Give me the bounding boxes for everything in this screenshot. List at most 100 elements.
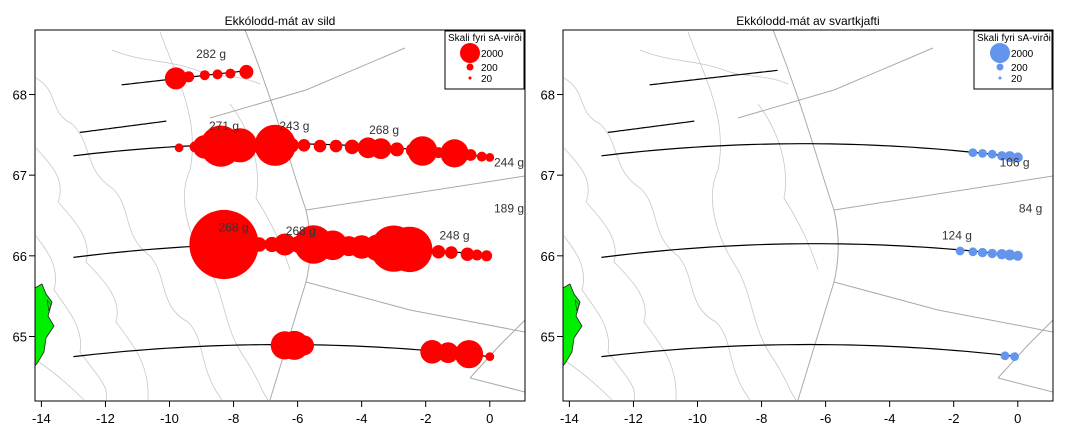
weight-label: 271 g xyxy=(209,119,239,133)
sa-bubble xyxy=(481,250,493,262)
axes: -14 -12 -10 -8 -6 -4 -2 0 65 66 67 68 xyxy=(541,88,1022,426)
sa-bubble xyxy=(978,149,987,158)
sa-bubble xyxy=(407,136,438,166)
x-tick-label: 0 xyxy=(486,411,493,426)
legend-title: Skali fyri sA-virði xyxy=(977,32,1051,44)
sa-bubble xyxy=(313,139,327,153)
plot-frame xyxy=(562,29,1054,402)
sa-bubble xyxy=(440,139,469,168)
y-tick-label: 67 xyxy=(541,168,555,183)
sa-bubble xyxy=(445,246,458,259)
legend-label: 2000 xyxy=(1011,49,1034,60)
y-tick-label: 68 xyxy=(13,88,27,103)
transect-line xyxy=(79,120,167,133)
legend-symbol xyxy=(468,76,472,80)
sa-bubble xyxy=(968,148,978,158)
sa-bubble xyxy=(387,226,433,273)
sa-bubble xyxy=(1000,351,1010,361)
legend-symbol xyxy=(998,76,1002,80)
sa-bubble xyxy=(431,245,446,259)
legend-symbol xyxy=(996,63,1004,71)
sa-bubble xyxy=(344,139,360,155)
legend-title: Skali fyri sA-virði xyxy=(448,32,522,44)
x-tick-label: -2 xyxy=(420,411,432,426)
coastline xyxy=(563,283,583,367)
transect-line xyxy=(601,343,1018,358)
x-tick-label: -12 xyxy=(96,411,115,426)
weight-label: 84 g xyxy=(1019,201,1042,215)
zone-boundaries xyxy=(737,30,1053,401)
weight-label: 124 g xyxy=(942,229,972,243)
sa-bubble xyxy=(955,246,965,256)
sa-bubble xyxy=(476,151,487,162)
sa-bubble xyxy=(239,64,254,79)
x-tick-label: -10 xyxy=(688,411,707,426)
weight-annotations: 282 g 271 g 243 g 268 g 244 g 189 g 268 g 248 g… xyxy=(196,47,524,243)
weight-label: 282 g xyxy=(196,47,226,61)
depth-contours xyxy=(35,31,291,401)
sa-bubble xyxy=(471,249,483,261)
herring-bubbles xyxy=(164,64,495,369)
x-tick-label: -6 xyxy=(292,411,304,426)
coastline xyxy=(35,283,55,367)
sa-bubble xyxy=(1004,151,1016,163)
transect-line xyxy=(649,69,778,86)
plot-area: 282 g 271 g 243 g 268 g 244 g 189 g 268 g 248 g… xyxy=(35,30,525,401)
legend-label: 20 xyxy=(1011,74,1023,85)
legend-symbol xyxy=(990,43,1010,63)
weight-annotations: 106 g 84 g 124 g xyxy=(942,155,1042,242)
sa-bubble xyxy=(485,153,495,162)
y-tick-label: 68 xyxy=(541,88,555,103)
sa-bubble xyxy=(420,340,444,364)
legend-symbol xyxy=(460,43,480,63)
sa-bubble xyxy=(437,342,459,363)
sa-bubble xyxy=(222,128,258,163)
legend-label: 200 xyxy=(481,63,498,74)
weight-label: 189 g xyxy=(494,201,524,215)
weight-label: 248 g xyxy=(439,229,469,243)
sa-bubble xyxy=(968,247,978,257)
sa-bubble xyxy=(164,67,187,90)
sa-bubble xyxy=(251,237,267,252)
legend-label: 200 xyxy=(1011,63,1028,74)
sa-bubble xyxy=(460,247,475,261)
y-tick-label: 65 xyxy=(13,329,27,344)
sa-bubble xyxy=(240,239,253,252)
legend-box xyxy=(444,30,525,90)
sa-bubble xyxy=(174,143,184,153)
blue-whiting-bubbles xyxy=(955,148,1023,361)
transect-lines xyxy=(601,69,1018,358)
weight-label: 106 g xyxy=(1000,155,1030,169)
x-tick-label: -2 xyxy=(948,411,960,426)
axes: -14 -12 -10 -8 -6 -4 -2 0 65 66 67 68 xyxy=(13,88,494,426)
plot-frame xyxy=(34,29,526,402)
transect-line xyxy=(601,143,1018,158)
sa-bubble xyxy=(297,139,311,152)
sa-bubble xyxy=(254,124,296,166)
chart-title: Ekkólodd-mát av svartkjafti xyxy=(736,14,879,28)
x-tick-label: -4 xyxy=(356,411,368,426)
legend-box xyxy=(973,30,1053,90)
x-tick-label: -4 xyxy=(884,411,896,426)
sa-bubble xyxy=(454,340,484,369)
sa-bubble xyxy=(294,335,314,356)
zone-boundaries xyxy=(209,30,525,401)
x-tick-label: -8 xyxy=(756,411,768,426)
sa-bubble xyxy=(987,248,997,259)
sa-bubble xyxy=(987,149,997,159)
sa-bubble xyxy=(283,137,299,153)
y-tick-label: 66 xyxy=(13,249,27,264)
sa-bubble xyxy=(1012,152,1023,163)
sa-bubble xyxy=(329,139,343,153)
x-tick-label: -12 xyxy=(624,411,643,426)
sa-bubble xyxy=(370,138,392,160)
legend-symbol xyxy=(466,63,474,71)
sa-bubble xyxy=(273,233,296,256)
depth-contours xyxy=(563,31,819,401)
x-tick-label: -10 xyxy=(160,411,179,426)
sa-bubble xyxy=(1012,250,1023,261)
sa-bubble xyxy=(318,230,348,261)
